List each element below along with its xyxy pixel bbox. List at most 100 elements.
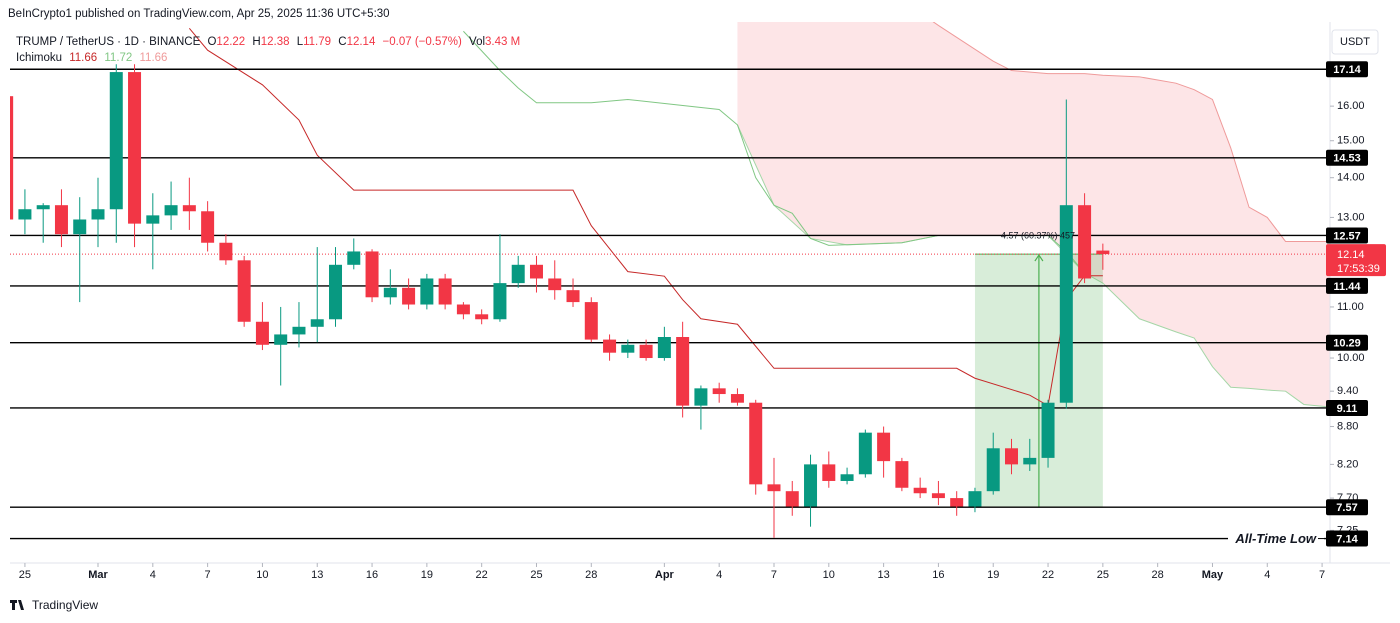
brand-logo (10, 600, 24, 610)
candle-body (621, 344, 635, 353)
candle-body (584, 302, 598, 340)
candle-body (529, 264, 543, 279)
x-tick-label: 4 (716, 569, 722, 581)
candle-body (822, 464, 836, 481)
candle-body (310, 319, 324, 327)
candle-body (128, 72, 142, 224)
annotation: All-Time Low (1234, 531, 1317, 546)
indicator-value: 11.66 (140, 52, 168, 64)
candle-body (292, 326, 306, 335)
candle-body (219, 242, 233, 261)
candle-body (383, 287, 397, 298)
candle-body (676, 337, 690, 406)
candle-body (730, 394, 744, 403)
indicator-value: 11.72 (104, 52, 132, 64)
indicator-name: Ichimoku (16, 52, 62, 64)
level-label: 9.11 (1337, 403, 1358, 415)
candle-body (347, 251, 361, 265)
candle-body (456, 304, 470, 315)
candle-body (54, 205, 68, 235)
candle-body (749, 402, 763, 485)
x-tick-label: 25 (1097, 569, 1109, 581)
ohlc-letter: L (297, 36, 304, 48)
logo-mark (10, 600, 24, 610)
candle-body (877, 432, 891, 462)
candle-body (91, 209, 105, 220)
level-label-box (1326, 399, 1368, 416)
x-tick-label: 28 (585, 569, 597, 581)
x-tick-label: 4 (150, 569, 156, 581)
candle-body (10, 96, 14, 220)
candle-body (201, 211, 215, 243)
level-label: 12.57 (1333, 230, 1361, 242)
x-tick-label: 19 (987, 569, 999, 581)
x-tick-label: 7 (205, 569, 211, 581)
x-tick-label: 22 (1042, 569, 1054, 581)
change: −0.07 (−0.57%) (383, 36, 462, 48)
candle-body (438, 278, 452, 305)
cloud-upper-edge (932, 22, 1330, 242)
last-price-label: 12.14 (1337, 249, 1365, 261)
candle-body (36, 205, 50, 210)
ohlc-value: 12.38 (261, 36, 290, 48)
axes: 16.00 15.00 14.00 13.00 11.00 10.00 9.40 8.80 8.… (19, 61, 1386, 581)
ohlc-letter: C (338, 36, 346, 48)
indicator-line (188, 28, 1103, 407)
level-label-box (1326, 334, 1368, 351)
y-tick-label: 15.00 (1337, 135, 1365, 147)
candle-body (1023, 457, 1037, 465)
brand: TradingView (32, 598, 98, 612)
candle-body (1005, 448, 1018, 465)
candle-body (365, 251, 379, 298)
ohlc-value: 12.14 (347, 36, 376, 48)
level-label-box (1326, 499, 1368, 516)
annotation-bg (1228, 530, 1324, 547)
candle-body (182, 205, 196, 212)
y-tick-label: 10.00 (1337, 352, 1365, 364)
volume-label: Vol (469, 36, 485, 48)
y-tick-label: 13.00 (1337, 211, 1365, 223)
level-label-box (1326, 530, 1368, 547)
level-label-box (1326, 149, 1368, 166)
ohlc-letter: O (207, 36, 216, 48)
measure-label: 4.57 (60.37%) 457 (1001, 230, 1075, 240)
candle-body (986, 448, 1000, 492)
candle-body (1059, 205, 1073, 403)
symbol-title: TRUMP / TetherUS · 1D · BINANCE (16, 36, 201, 48)
y-tick-label: 8.20 (1337, 458, 1358, 470)
currency-button[interactable] (1331, 29, 1379, 55)
candle-body (804, 464, 818, 507)
legend-line: TRUMP / TetherUS · 1D · BINANCE O12.22 H… (16, 36, 520, 48)
candle-body (548, 278, 562, 291)
x-tick-label: 4 (1264, 569, 1270, 581)
candle-body (657, 337, 671, 359)
level-label-box (1326, 61, 1368, 78)
y-tick-label: 11.00 (1337, 301, 1364, 313)
x-tick-label: 10 (823, 569, 835, 581)
candle-body (785, 491, 799, 507)
x-tick-label: 16 (366, 569, 378, 581)
publisher: BeInCrypto1 published on TradingView.com… (8, 8, 390, 20)
candle-body (274, 334, 288, 345)
ohlc-letter: H (252, 36, 260, 48)
candle-body (694, 388, 708, 406)
candle-body (237, 260, 251, 322)
x-tick-label: 13 (877, 569, 889, 581)
ohlc-value: 12.22 (216, 36, 245, 48)
candle-body (329, 264, 343, 320)
level-label: 17.14 (1333, 64, 1361, 76)
currency[interactable]: USDT (1340, 36, 1370, 48)
x-tick-label: 25 (19, 569, 31, 581)
y-tick-label: 14.00 (1337, 172, 1365, 184)
candle-body (566, 290, 580, 303)
candle-body (146, 215, 160, 224)
plot-area: 4.57 (60.37%) 457 (10, 22, 1330, 540)
candle-body (493, 283, 507, 320)
candle-body (255, 321, 269, 345)
candle-body (511, 264, 525, 284)
candle-body (1078, 205, 1092, 279)
x-tick-label: Mar (88, 569, 108, 581)
candle-body (931, 493, 945, 499)
